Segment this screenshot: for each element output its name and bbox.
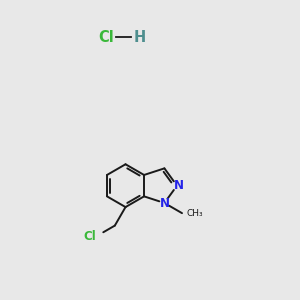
Text: CH₃: CH₃ [187,208,203,217]
Text: H: H [134,30,146,45]
Text: N: N [173,178,184,192]
Text: N: N [160,197,170,210]
Text: Cl: Cl [83,230,96,243]
Text: Cl: Cl [99,30,114,45]
